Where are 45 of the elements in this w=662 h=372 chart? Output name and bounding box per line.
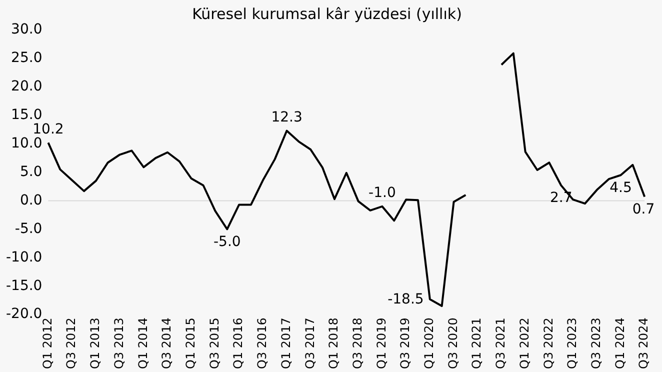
x-tick-label: Q1 2015 [183,318,198,370]
x-tick-label: Q3 2021 [494,318,508,370]
data-label: 0.7 [632,201,655,218]
x-tick-label: Q1 2024 [612,318,627,370]
x-tick-label: Q3 2015 [207,318,222,370]
x-tick-label: Q1 2018 [326,318,341,370]
x-tick-label: Q1 2021 [470,318,484,370]
x-tick-label: Q1 2019 [374,318,388,370]
x-tick-label: Q1 2014 [136,318,150,370]
y-tick-label: 30.0 [11,22,42,38]
y-tick-label: -5.0 [14,220,42,237]
y-tick-label: 20.0 [11,78,42,95]
x-tick-label: Q3 2012 [64,318,78,370]
data-label: 4.5 [610,180,632,196]
y-tick-label: 15.0 [11,107,42,124]
x-tick-label: Q3 2020 [446,318,460,370]
x-tick-label: Q1 2022 [517,318,532,370]
x-tick-label: Q3 2014 [160,318,174,370]
data-label: 10.2 [32,121,64,138]
x-tick-label: Q3 2017 [302,318,317,370]
x-tick-label: Q1 2023 [565,318,580,370]
data-label: -5.0 [213,234,241,250]
x-tick-label: Q1 2020 [422,318,436,370]
chart-title: Küresel kurumsal kâr yüzdesi (yıllık) [192,4,462,23]
x-tick-label: Q3 2019 [398,318,412,370]
data-label: 12.3 [271,109,302,126]
y-tick-label: 0.0 [20,192,42,208]
x-tick-label: Q1 2017 [278,318,293,370]
x-tick-label: Q3 2022 [541,318,556,370]
y-tick-label: -10.0 [6,249,42,266]
x-tick-label: Q1 2012 [40,318,54,370]
y-tick-label: 25.0 [11,50,42,66]
x-tick-label: Q3 2016 [255,318,270,370]
data-label: -1.0 [368,185,396,202]
x-tick-label: Q1 2013 [88,318,102,370]
y-tick-label: 10.0 [11,135,42,152]
x-tick-label: Q3 2013 [112,318,126,370]
x-tick-label: Q1 2016 [231,318,246,370]
x-tick-label: Q3 2024 [636,318,651,370]
x-tick-label: Q3 2018 [350,318,364,370]
y-tick-label: 5.0 [20,164,42,180]
y-tick-label: -20.0 [6,306,42,322]
x-tick-label: Q3 2023 [589,318,604,370]
y-tick-label: -15.0 [6,278,42,294]
data-label: -18.5 [388,292,424,308]
